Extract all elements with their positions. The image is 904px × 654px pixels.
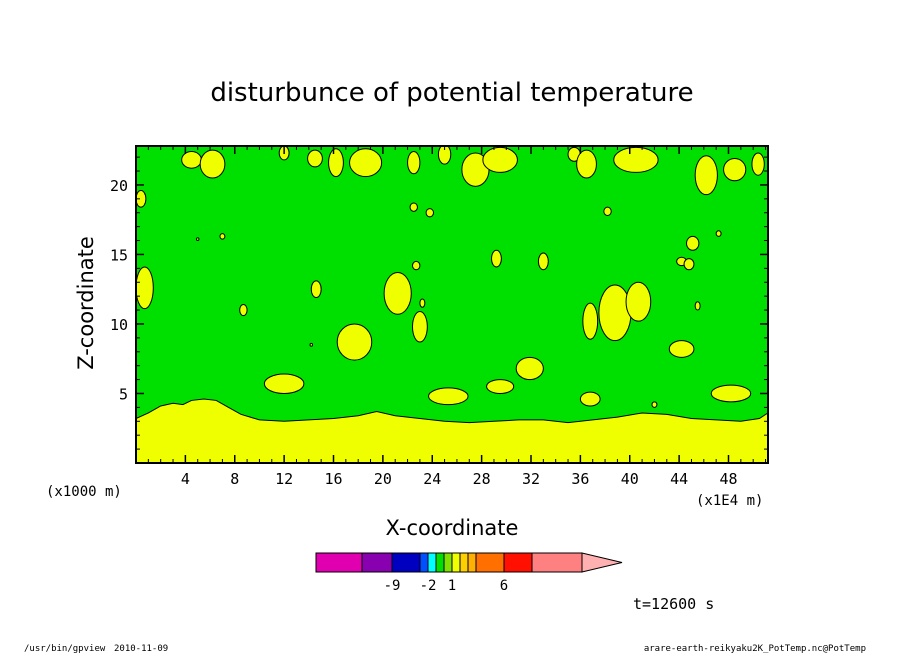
anomaly-region-24 <box>491 249 502 268</box>
colorbar-segment <box>419 552 429 573</box>
anomaly-region-40 <box>694 301 701 311</box>
anomaly-region-39 <box>582 302 599 340</box>
x-tick-label: 36 <box>571 470 589 488</box>
anomaly-region-23 <box>715 230 722 237</box>
anomaly-region-33 <box>419 298 426 308</box>
chart-title: disturbunce of potential temperature <box>210 78 693 108</box>
anomaly-region-30 <box>310 280 322 299</box>
x-tick-label: 32 <box>522 470 540 488</box>
colorbar-segment <box>503 552 533 573</box>
colorbar-segment <box>475 552 505 573</box>
anomaly-region-44 <box>263 373 305 394</box>
anomaly-region-26 <box>412 260 421 271</box>
anomaly-region-48 <box>651 401 658 408</box>
time-label: t=12600 s <box>633 595 714 613</box>
colorbar-segment <box>467 552 477 573</box>
y-axis-ticks: 5 10 15 20 <box>110 156 768 450</box>
footer-program: /usr/bin/gpview <box>24 644 106 654</box>
anomaly-region-29 <box>136 266 154 310</box>
plot-frame <box>135 145 769 464</box>
x-tick-label: 20 <box>374 470 392 488</box>
y-tick-label: 5 <box>119 385 128 403</box>
anomaly-region-25 <box>537 252 549 271</box>
anomaly-region-0 <box>181 151 202 169</box>
anomaly-region-47 <box>710 384 752 403</box>
colorbar-label: 1 <box>448 578 456 594</box>
colorbar-segment <box>443 552 453 573</box>
x-tick-label: 44 <box>670 470 688 488</box>
anomaly-region-22 <box>686 235 700 251</box>
y-axis-label: Z-coordinate <box>74 236 98 370</box>
anomaly-region-34 <box>412 310 428 343</box>
colorbar: -9 -2 1 6 <box>315 552 623 594</box>
x-tick-label: 28 <box>473 470 491 488</box>
colorbar-label: -9 <box>384 578 401 594</box>
colorbar-segment <box>435 552 445 573</box>
y-tick-label: 10 <box>110 316 128 334</box>
colorbar-extension-arrow <box>581 552 623 573</box>
anomaly-region-43 <box>486 379 515 394</box>
anomaly-region-16 <box>136 189 147 208</box>
anomaly-region-19 <box>603 206 612 217</box>
plot-background <box>136 146 768 463</box>
anomaly-region-41 <box>668 340 695 358</box>
anomaly-regions <box>136 146 765 408</box>
footer-source: arare-earth-reikyaku2K_PotTemp.nc@PotTem… <box>644 644 866 654</box>
x-scale-label: (x1E4 m) <box>696 493 763 509</box>
x-tick-label: 24 <box>423 470 441 488</box>
colorbar-segment <box>531 552 583 573</box>
colorbar-segment <box>451 552 461 573</box>
anomaly-region-9 <box>482 146 518 173</box>
x-axis-label: X-coordinate <box>386 516 519 540</box>
anomaly-region-7 <box>437 146 452 165</box>
anomaly-region-15 <box>751 152 765 176</box>
anomaly-region-18 <box>425 208 434 218</box>
footer-date: 2010-11-09 <box>114 644 168 654</box>
anomaly-region-20 <box>219 233 226 240</box>
y-tick-label: 20 <box>110 177 128 195</box>
anomaly-region-46 <box>579 391 601 407</box>
x-tick-label: 48 <box>719 470 737 488</box>
anomaly-region-12 <box>613 146 659 173</box>
colorbar-segment <box>315 552 363 573</box>
anomaly-region-28 <box>683 258 695 271</box>
x-tick-label: 40 <box>621 470 639 488</box>
anomaly-region-1 <box>199 149 226 179</box>
y-tick-label: 15 <box>110 246 128 264</box>
x-tick-label: 16 <box>324 470 342 488</box>
anomaly-region-4 <box>328 148 344 178</box>
colorbar-label: 6 <box>500 578 508 594</box>
x-axis-ticks: 4 8 12 16 20 24 28 32 36 40 44 48 <box>147 146 767 488</box>
x-tick-label: 12 <box>275 470 293 488</box>
anomaly-region-6 <box>407 151 421 175</box>
anomaly-region-38 <box>625 281 652 322</box>
anomaly-region-37 <box>598 284 632 342</box>
y-scale-label: (x1000 m) <box>46 484 122 500</box>
anomaly-region-45 <box>428 387 469 406</box>
anomaly-region-13 <box>694 155 718 196</box>
anomaly-region-3 <box>307 149 323 168</box>
anomaly-region-35 <box>336 323 373 361</box>
anomaly-region-21 <box>195 237 200 242</box>
colorbar-segment <box>459 552 469 573</box>
anomaly-region-31 <box>239 304 248 317</box>
anomaly-region-14 <box>723 158 747 182</box>
lower-anomaly-layer <box>136 398 768 463</box>
anomaly-region-32 <box>383 272 412 315</box>
colorbar-segment <box>361 552 393 573</box>
colorbar-label: -2 <box>420 578 437 594</box>
colorbar-segment <box>427 552 437 573</box>
anomaly-region-17 <box>409 202 418 212</box>
anomaly-region-42 <box>515 356 544 381</box>
x-tick-label: 8 <box>230 470 239 488</box>
anomaly-region-11 <box>576 149 597 179</box>
anomaly-region-36 <box>309 342 314 347</box>
anomaly-region-5 <box>349 148 383 178</box>
x-tick-label: 4 <box>181 470 190 488</box>
colorbar-segment <box>391 552 421 573</box>
